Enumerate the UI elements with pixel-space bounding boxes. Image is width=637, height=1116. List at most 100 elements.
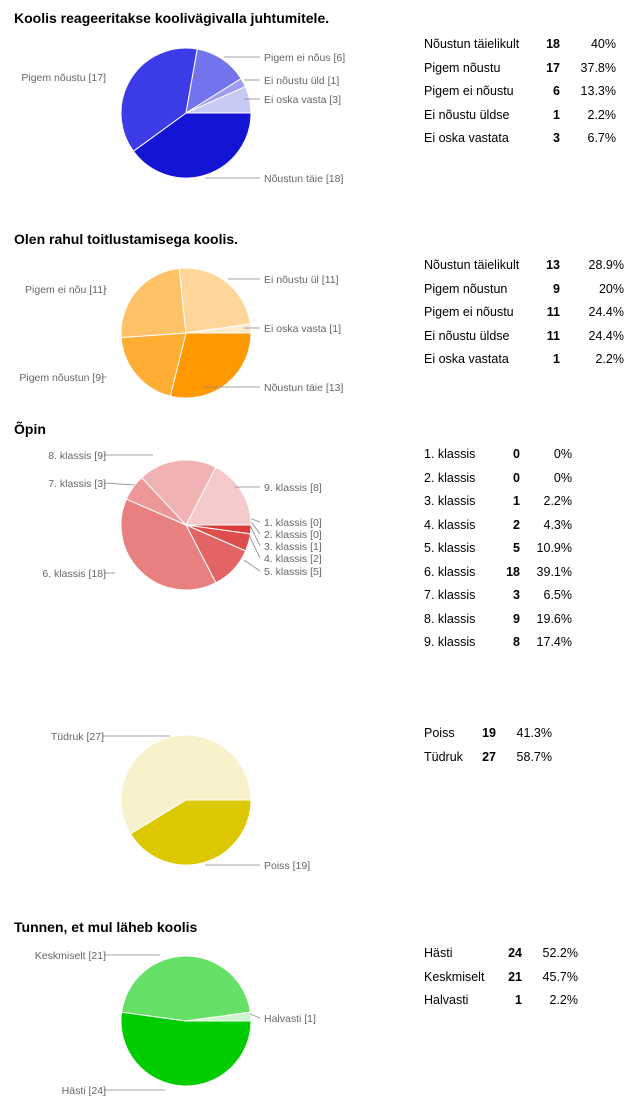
row-count: 1 bbox=[515, 993, 522, 1007]
row-count: 3 bbox=[553, 131, 560, 145]
row-count: 9 bbox=[553, 281, 560, 296]
table-row: 1. klassis 0 0% bbox=[424, 443, 572, 467]
pie-slice-1 bbox=[120, 1011, 252, 1087]
stats-table-3: 1. klassis 0 0% 2. klassis 0 0% 3. klassis 1 2.2… bbox=[424, 443, 572, 655]
row-percent: 0% bbox=[553, 447, 572, 461]
slice-label-2: Keskmiselt [21] bbox=[35, 950, 106, 962]
row-count: 24 bbox=[508, 946, 522, 960]
pie-chart-2: Nõustun täie [13] Pigem nõustun [9] Pigem … bbox=[19, 267, 343, 399]
row-percent: 17.4% bbox=[536, 635, 572, 649]
table-row: Hästi 24 52.2% bbox=[424, 942, 578, 966]
slice-label-8: 8. klassis [9] bbox=[48, 450, 106, 462]
pie-chart-4: Poiss [19] Tüdruk [27] bbox=[51, 731, 310, 872]
leader-line-3 bbox=[248, 522, 261, 547]
pie-slice-9 bbox=[185, 466, 252, 526]
chart-section-3: Õpin 1. klassis [0] 2. klassis [0] 3. klas… bbox=[0, 415, 637, 710]
table-row: Tüdruk 27 58.7% bbox=[424, 746, 552, 770]
row-label: Pigem nõustun bbox=[424, 281, 508, 296]
row-count: 18 bbox=[546, 37, 560, 51]
pie-slice-2 bbox=[120, 47, 198, 152]
row-label: Pigem nõustu bbox=[424, 60, 501, 75]
row-percent: 20% bbox=[598, 281, 624, 296]
row-percent: 39.1% bbox=[536, 564, 572, 579]
row-label: Nõustun täielikult bbox=[424, 37, 520, 51]
row-count: 18 bbox=[506, 564, 520, 579]
row-label: Keskmiselt bbox=[424, 969, 485, 984]
row-count: 19 bbox=[482, 726, 496, 740]
row-count: 0 bbox=[513, 470, 520, 485]
table-row: 4. klassis 2 4.3% bbox=[424, 514, 572, 538]
row-label: 2. klassis bbox=[424, 470, 476, 485]
slice-label-5: Ei oska vasta [3] bbox=[264, 94, 341, 106]
row-percent: 52.2% bbox=[542, 946, 578, 960]
row-percent: 2.2% bbox=[595, 352, 625, 366]
row-count: 11 bbox=[546, 305, 560, 319]
pie-slice-4 bbox=[178, 267, 251, 334]
table-row: 8. klassis 9 19.6% bbox=[424, 608, 572, 632]
pie-slice-2 bbox=[120, 332, 187, 397]
slice-label-4: Ei nõustu ül [11] bbox=[264, 274, 339, 286]
pie-slice-5 bbox=[185, 323, 252, 334]
chart-title-3: Õpin bbox=[14, 421, 46, 437]
pie-slice-1 bbox=[129, 799, 252, 866]
table-row: Keskmiselt 21 45.7% bbox=[424, 966, 578, 990]
table-row: 6. klassis 18 39.1% bbox=[424, 561, 572, 585]
row-percent: 10.9% bbox=[536, 541, 572, 555]
table-row: Ei nõustu üldse 11 24.4% bbox=[424, 325, 624, 349]
row-count: 13 bbox=[546, 258, 560, 272]
slice-label-6: 6. klassis [18] bbox=[42, 568, 106, 580]
chart-section-2: Olen rahul toitlustamisega koolis. Nõust… bbox=[0, 215, 637, 415]
slice-label-1: Nõustun täie [18] bbox=[264, 173, 343, 185]
row-label: Hästi bbox=[424, 946, 453, 960]
table-row: Pigem ei nõustu 11 24.4% bbox=[424, 301, 624, 325]
row-percent: 6.7% bbox=[587, 131, 617, 145]
slice-label-1: Hästi [24] bbox=[62, 1085, 106, 1097]
table-row: Halvasti 1 2.2% bbox=[424, 989, 578, 1013]
table-row: Pigem ei nõustu 6 13.3% bbox=[424, 80, 616, 104]
table-row: Nõustun täielikult 18 40% bbox=[424, 33, 616, 57]
stats-table-4: Poiss 19 41.3% Tüdruk 27 58.7% bbox=[424, 722, 552, 769]
table-row: 5. klassis 5 10.9% bbox=[424, 537, 572, 561]
row-percent: 28.9% bbox=[588, 258, 624, 272]
row-label: Nõustun täielikult bbox=[424, 258, 520, 272]
row-label: Ei oska vastata bbox=[424, 131, 509, 145]
table-row: Ei nõustu üldse 1 2.2% bbox=[424, 104, 616, 128]
row-percent: 37.8% bbox=[580, 60, 616, 75]
chart-section-4: Poiss [19] Tüdruk [27] Poiss 19 41.3% Tüdruk… bbox=[0, 710, 637, 910]
slice-label-2: Tüdruk [27] bbox=[51, 731, 104, 743]
slice-label-1: 1. klassis [0] bbox=[264, 517, 322, 529]
pie-slice-3 bbox=[120, 267, 187, 339]
pie-slice-6 bbox=[120, 498, 217, 591]
slice-label-1: Nõustun täie [13] bbox=[264, 382, 343, 394]
row-label: Ei nõustu üldse bbox=[424, 328, 510, 343]
row-label: 5. klassis bbox=[424, 541, 476, 555]
slice-label-3: Pigem ei nõus [6] bbox=[264, 52, 345, 64]
row-count: 11 bbox=[546, 328, 560, 343]
pie-slice-5 bbox=[185, 85, 252, 114]
slice-label-2: 2. klassis [0] bbox=[264, 529, 322, 541]
row-percent: 4.3% bbox=[543, 517, 573, 532]
row-label: Tüdruk bbox=[424, 749, 463, 764]
row-label: Ei oska vastata bbox=[424, 352, 509, 366]
table-row: Ei oska vastata 3 6.7% bbox=[424, 127, 616, 151]
row-count: 0 bbox=[513, 447, 520, 461]
table-row: 2. klassis 0 0% bbox=[424, 467, 572, 491]
pie-slice-3 bbox=[185, 48, 242, 115]
slice-label-7: 7. klassis [3] bbox=[48, 478, 106, 490]
row-percent: 13.3% bbox=[580, 84, 616, 98]
row-count: 27 bbox=[482, 749, 496, 764]
pie-slice-1 bbox=[132, 112, 252, 179]
row-count: 1 bbox=[553, 352, 560, 366]
row-count: 1 bbox=[553, 107, 560, 122]
row-percent: 24.4% bbox=[588, 328, 624, 343]
pie-slice-8 bbox=[140, 459, 217, 526]
table-row: 3. klassis 1 2.2% bbox=[424, 490, 572, 514]
pie-chart-3: 1. klassis [0]2. klassis [0]3. klassis [… bbox=[42, 450, 322, 591]
table-row: Nõustun täielikult 13 28.9% bbox=[424, 254, 624, 278]
slice-label-5: 5. klassis [5] bbox=[264, 566, 322, 578]
row-percent: 24.4% bbox=[588, 305, 624, 319]
stats-table-1: Nõustun täielikult 18 40% Pigem nõustu 17 37.… bbox=[424, 33, 616, 151]
leader-line-3 bbox=[249, 1013, 261, 1019]
row-count: 6 bbox=[553, 84, 560, 98]
slice-label-9: 9. klassis [8] bbox=[264, 482, 322, 494]
